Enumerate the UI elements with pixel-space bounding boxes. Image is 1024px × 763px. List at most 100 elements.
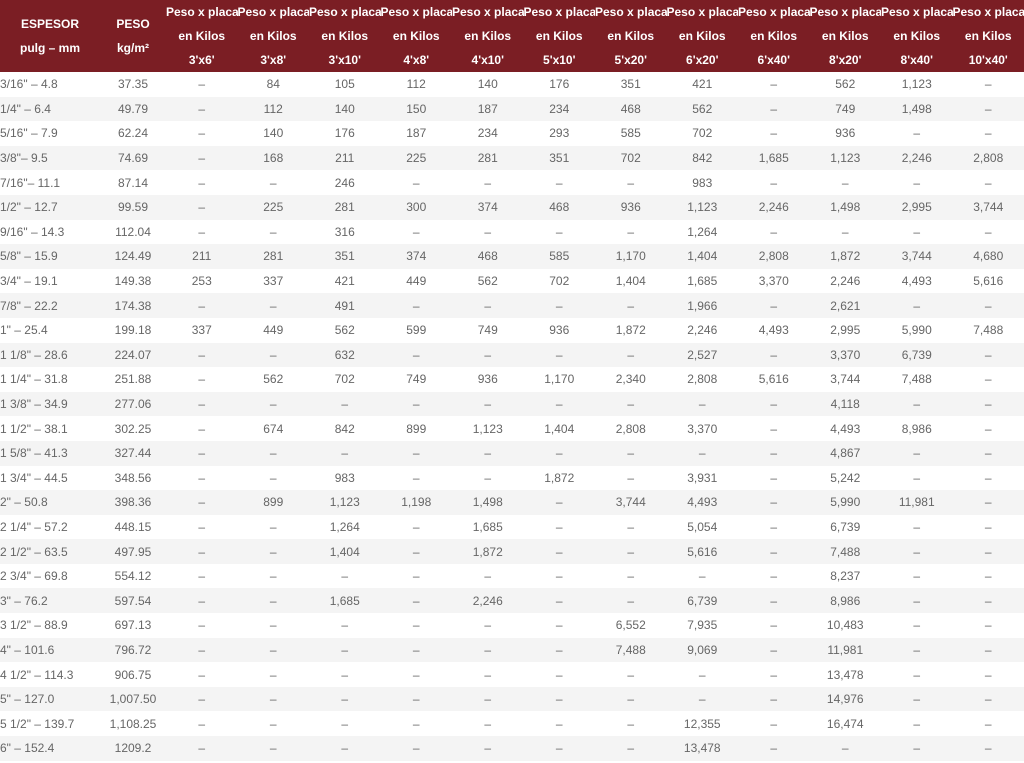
- plate-weight-cell: 1,170: [595, 244, 667, 269]
- plate-weight-cell: –: [952, 391, 1024, 417]
- plate-weight-cell: –: [523, 490, 595, 515]
- plate-weight-cell: –: [198, 224, 206, 239]
- plate-weight-cell: –: [166, 588, 238, 614]
- plate-weight-cell: 5,616: [973, 274, 1004, 289]
- plate-weight-cell: –: [738, 539, 810, 564]
- plate-weight-cell: –: [913, 224, 921, 239]
- thickness-cell: 1 1/8" – 28.6: [0, 342, 100, 368]
- header-text: Peso x placa: [809, 5, 882, 19]
- plate-weight-cell: –: [913, 618, 921, 633]
- plate-weight-cell: –: [952, 293, 1024, 318]
- plate-weight-cell: –: [380, 588, 452, 614]
- plate-weight-cell: –: [166, 391, 238, 417]
- plate-weight-cell: 1,685: [687, 274, 718, 289]
- plate-weight-cell: –: [913, 519, 921, 534]
- thickness-cell: 1 3/8" – 34.9: [0, 391, 100, 417]
- plate-weight-cell: 2,808: [615, 421, 646, 436]
- table-row: 3/4" – 19.1 149.38 253 337 421 449 562 702 1,404…: [0, 269, 1024, 294]
- plate-weight-cell: –: [452, 686, 524, 712]
- weight-cell: 796.72: [100, 637, 166, 663]
- weight-cell: 37.35: [117, 77, 149, 92]
- header-text: 3'x10': [328, 53, 361, 67]
- plate-weight-cell: 562: [666, 96, 738, 122]
- plate-weight-cell: –: [913, 175, 921, 190]
- plate-weight-cell: –: [166, 686, 238, 712]
- header-text: Peso x placa: [595, 5, 667, 19]
- plate-weight-cell: –: [984, 77, 992, 92]
- plate-weight-cell: 2,246: [452, 588, 524, 614]
- header-text: 8'x40': [900, 53, 933, 67]
- plate-weight-cell: –: [666, 440, 738, 466]
- plate-weight-cell: –: [198, 716, 206, 731]
- plate-weight-cell: –: [484, 175, 492, 190]
- plate-weight-cell: –: [881, 440, 953, 466]
- plate-weight-cell: 1,404: [666, 244, 738, 269]
- thickness-cell: 5" – 127.0: [0, 686, 100, 712]
- plate-weight-cell: –: [380, 686, 452, 712]
- plate-weight-cell: –: [595, 736, 667, 761]
- header-text: 6'x20': [686, 53, 719, 67]
- plate-weight-cell: 674: [263, 421, 284, 436]
- plate-weight-cell: 936: [595, 194, 667, 220]
- plate-weight-cell: 1,198: [380, 490, 452, 515]
- header-text: Peso x placa: [309, 5, 381, 19]
- plate-weight-cell: –: [269, 224, 277, 239]
- plate-weight-cell: 842: [666, 145, 738, 171]
- plate-weight-cell: –: [770, 77, 778, 92]
- plate-weight-cell: 150: [380, 96, 452, 122]
- plate-weight-cell: –: [881, 686, 953, 712]
- weight-cell: 1,108.25: [109, 716, 157, 731]
- table-row: 5/16" – 7.9 62.24 – 140 176 187 234 293 585 702 – 9…: [0, 121, 1024, 146]
- plate-weight-cell: –: [269, 618, 277, 633]
- plate-weight-cell: –: [198, 667, 206, 682]
- weight-cell: 224.07: [100, 342, 166, 368]
- weight-cell: 174.38: [100, 293, 166, 318]
- plate-weight-cell: 84: [266, 77, 280, 92]
- table-row: 1/2" – 12.7 99.59–225 281 300 374 468 936 1,123…: [0, 194, 1024, 220]
- plate-weight-cell: 1,123: [472, 421, 503, 436]
- plate-weight-cell: 5,990: [809, 490, 881, 515]
- plate-weight-cell: 936: [549, 323, 570, 338]
- plate-weight-cell: –: [881, 391, 953, 417]
- weight-cell: 448.15: [114, 519, 152, 534]
- plate-weight-cell: –: [309, 391, 381, 417]
- plate-weight-cell: 599: [406, 323, 427, 338]
- plate-weight-cell: –: [952, 686, 1024, 712]
- plate-weight-cell: 1,685: [309, 588, 381, 614]
- plate-weight-cell: –: [841, 175, 849, 190]
- thickness-cell: 4" – 101.6: [0, 637, 100, 663]
- plate-weight-cell: 187: [406, 126, 427, 141]
- plate-weight-cell: 5,990: [901, 323, 932, 338]
- table-row: 1 1/2" – 38.1 302.25 – 674 842 899 1,123 1,404 2…: [0, 416, 1024, 441]
- table-row: 2 3/4" – 69.8 554.12 – – – – – – – – – 8,237 – –: [0, 564, 1024, 589]
- plate-weight-cell: –: [309, 686, 381, 712]
- table-row: 1 3/8" – 34.9 277.06– – – – – – – – –4,118– –: [0, 391, 1024, 417]
- plate-weight-cell: –: [166, 736, 238, 761]
- header-text: Peso x placa: [166, 5, 238, 19]
- plate-weight-cell: 3,744: [595, 490, 667, 515]
- plate-weight-cell: –: [341, 667, 349, 682]
- plate-weight-cell: –: [237, 391, 309, 417]
- plate-weight-cell: 1,123: [809, 145, 881, 171]
- plate-weight-cell: –: [198, 569, 206, 584]
- plate-weight-cell: 936: [477, 372, 498, 387]
- plate-weight-cell: 1,404: [544, 421, 575, 436]
- plate-weight-cell: –: [452, 293, 524, 318]
- plate-weight-cell: 4,680: [952, 244, 1024, 269]
- thickness-cell: 3/16" – 4.8: [0, 77, 58, 92]
- plate-weight-cell: –: [881, 293, 953, 318]
- plate-weight-cell: –: [452, 637, 524, 663]
- header-cell: Peso x placa en Kilos 6'x20': [666, 0, 738, 72]
- plate-weight-cell: –: [166, 194, 238, 220]
- plate-weight-cell: 1,966: [666, 293, 738, 318]
- plate-weight-cell: 1,170: [544, 372, 575, 387]
- plate-weight-cell: –: [881, 539, 953, 564]
- plate-weight-cell: –: [452, 736, 524, 761]
- thickness-cell: 3" – 76.2: [0, 588, 100, 614]
- plate-weight-cell: –: [952, 96, 1024, 122]
- plate-weight-cell: –: [555, 569, 563, 584]
- weight-cell: 697.13: [114, 618, 152, 633]
- plate-weight-cell: –: [412, 224, 420, 239]
- plate-weight-cell: –: [237, 539, 309, 564]
